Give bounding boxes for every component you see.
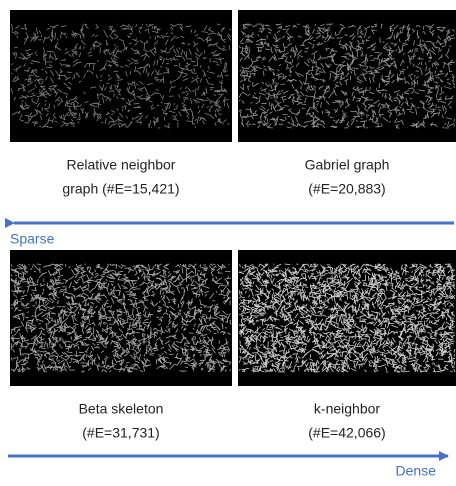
panel-label: (#E=20,883) xyxy=(308,181,385,197)
panel-label: Gabriel graph xyxy=(305,157,390,173)
figure: Relative neighbor graph (#E=15,421) Gabr… xyxy=(0,0,456,481)
panel-images xyxy=(10,10,456,386)
panel-label: (#E=31,731) xyxy=(82,425,159,441)
panel-label: k-neighbor xyxy=(314,401,380,417)
panel-label: (#E=42,066) xyxy=(308,425,385,441)
panel-label: Relative neighbor xyxy=(67,157,176,173)
panel-label: graph (#E=15,421) xyxy=(62,181,179,197)
dense-label: Dense xyxy=(396,463,437,479)
panel-image xyxy=(10,10,232,142)
sparse-label: Sparse xyxy=(10,231,55,247)
page: Relative neighbor graph (#E=15,421) Gabr… xyxy=(0,0,456,481)
panel-label: Beta skeleton xyxy=(79,401,164,417)
